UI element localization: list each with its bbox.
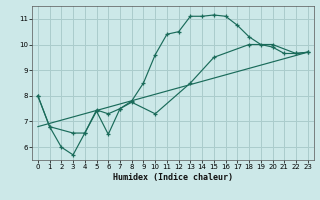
X-axis label: Humidex (Indice chaleur): Humidex (Indice chaleur) <box>113 173 233 182</box>
